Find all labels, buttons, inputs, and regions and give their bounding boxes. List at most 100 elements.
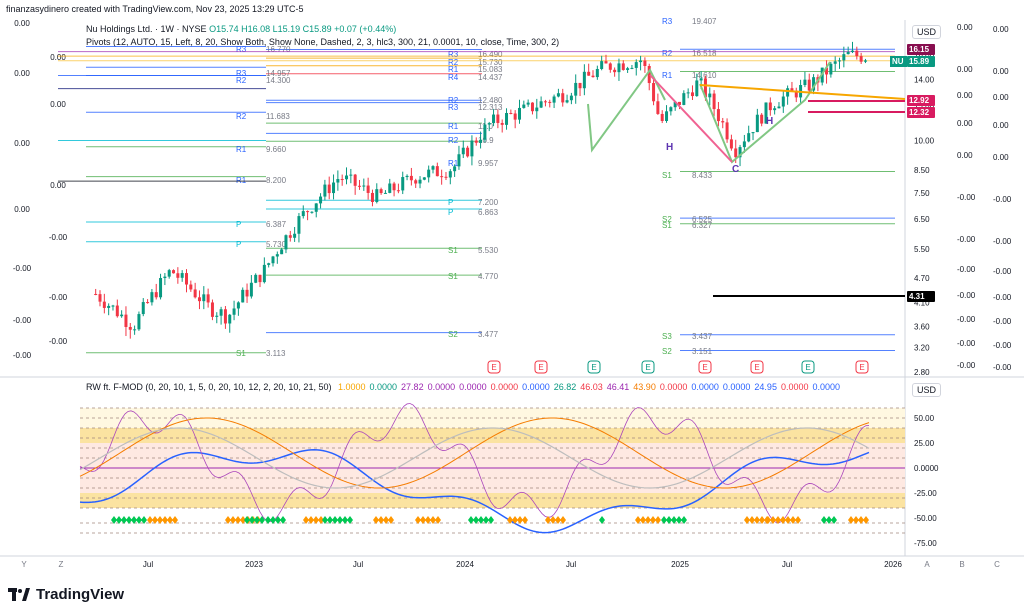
candle-body	[314, 203, 318, 212]
candle-body	[262, 264, 266, 283]
candle-body	[561, 93, 565, 103]
candle-body	[803, 79, 807, 86]
pivots-legend[interactable]: Pivots (12, AUTO, 15, Left, 8, 20, Show …	[86, 37, 560, 47]
left-scale-label: -0.00	[13, 264, 32, 273]
pivot-value: 19.407	[692, 17, 717, 26]
osc-signal-dot	[420, 516, 426, 524]
osc-tick-label: 25.00	[914, 439, 935, 448]
osc-signal-dot	[342, 516, 348, 524]
pivot-label: P	[448, 198, 453, 207]
candle-body	[747, 133, 751, 142]
osc-band-upper	[80, 428, 905, 443]
right-scale-label: -0.00	[957, 339, 976, 348]
price-tick-label: 4.70	[914, 274, 930, 283]
candle-body	[587, 71, 591, 76]
symbol-name: Nu Holdings Ltd. · 1W · NYSE	[86, 24, 207, 34]
scale-button: Z	[59, 560, 64, 569]
symbol-legend[interactable]: Nu Holdings Ltd. · 1W · NYSE O15.74 H16.…	[86, 24, 396, 34]
pattern-line	[699, 61, 831, 164]
osc-tick-label: 0.0000	[914, 464, 939, 473]
candle-body	[807, 79, 811, 91]
pivot-value: 7.200	[478, 198, 499, 207]
candle-body	[327, 184, 331, 194]
osc-signal-dot	[671, 516, 677, 524]
candle-body	[613, 69, 617, 73]
pivot-value: 14.437	[478, 73, 503, 82]
candle-body	[669, 107, 673, 112]
candle-body	[301, 211, 305, 217]
earnings-marker-box	[801, 360, 815, 374]
left-scale-label: -0.00	[49, 337, 68, 346]
pivot-label: R2	[448, 58, 459, 67]
pivot-value: 6.387	[266, 220, 287, 229]
earnings-marker: E	[702, 363, 707, 372]
earnings-marker: E	[538, 363, 543, 372]
candle-body	[543, 101, 547, 103]
osc-signal-dot	[313, 516, 319, 524]
right-scale-label: 0.00	[957, 91, 973, 100]
currency-button[interactable]: USD	[912, 25, 942, 39]
candle-body	[721, 121, 725, 123]
osc-signal-dot	[785, 516, 791, 524]
osc-signal-dot	[280, 516, 286, 524]
osc-signal-dot	[795, 516, 801, 524]
osc-signal-dot	[162, 516, 168, 524]
osc-signal-dot	[259, 516, 265, 524]
indicator-legend[interactable]: RW ft. F-MOD (0, 20, 10, 1, 5, 0, 20, 10…	[86, 382, 848, 392]
pivot-label: R3	[448, 103, 459, 112]
pivot-value: 3.151	[692, 347, 713, 356]
indicator-value: 1.0000	[337, 382, 366, 392]
candle-body	[159, 278, 163, 298]
indicator-value: 0.0000	[691, 382, 719, 392]
candle-body	[777, 106, 781, 109]
candle-body	[591, 75, 595, 78]
candle-body	[751, 132, 755, 134]
pivot-label: R1	[448, 122, 459, 131]
candle-body	[440, 176, 444, 178]
left-scale-label: -0.00	[49, 293, 68, 302]
pivot-value: 6.327	[692, 221, 713, 230]
osc-signal-dot	[555, 516, 561, 524]
osc-signal-dot	[322, 516, 328, 524]
osc-signal-dot	[240, 516, 246, 524]
pivot-label: S1	[448, 272, 458, 281]
candle-body	[431, 166, 435, 170]
candle-body	[202, 294, 206, 302]
candle-body	[357, 185, 361, 187]
candle-body	[345, 175, 349, 180]
candle-body	[652, 83, 656, 102]
osc-signal-dot	[308, 516, 314, 524]
currency-button-oscillator[interactable]: USD	[912, 383, 942, 397]
time-axis-label: 2024	[456, 560, 474, 569]
price-label: 16.15	[909, 45, 930, 54]
candle-body	[375, 189, 379, 202]
candle-body	[608, 63, 612, 70]
left-scale-label: 0.00	[14, 69, 30, 78]
osc-signal-dot	[780, 516, 786, 524]
indicator-value: 0.0000	[522, 382, 550, 392]
right-scale-label-2: 0.00	[993, 153, 1009, 162]
earnings-marker-box	[587, 360, 601, 374]
pivot-label: R2	[448, 96, 459, 105]
candle-body	[180, 273, 184, 278]
candle-body	[383, 192, 387, 194]
right-scale-label: -0.00	[957, 315, 976, 324]
candle-body	[517, 107, 521, 120]
pivot-label: R3	[236, 45, 247, 54]
osc-signal-dot	[661, 516, 667, 524]
earnings-marker-box	[750, 360, 764, 374]
candle-body	[660, 113, 664, 121]
osc-signal-dot	[303, 516, 309, 524]
osc-signal-dot	[488, 516, 494, 524]
pattern-label: C	[732, 164, 739, 175]
price-label: 15.89	[909, 57, 930, 66]
candle-body	[742, 141, 746, 148]
osc-band-lower	[80, 493, 905, 508]
pivot-value: 9.957	[478, 159, 499, 168]
chart-attribution: finanzasydinero created with TradingView…	[6, 4, 304, 14]
earnings-marker-box	[487, 360, 501, 374]
osc-signal-dot	[318, 516, 324, 524]
price-tick-label: 8.50	[914, 166, 930, 175]
osc-signal-dot	[754, 516, 760, 524]
